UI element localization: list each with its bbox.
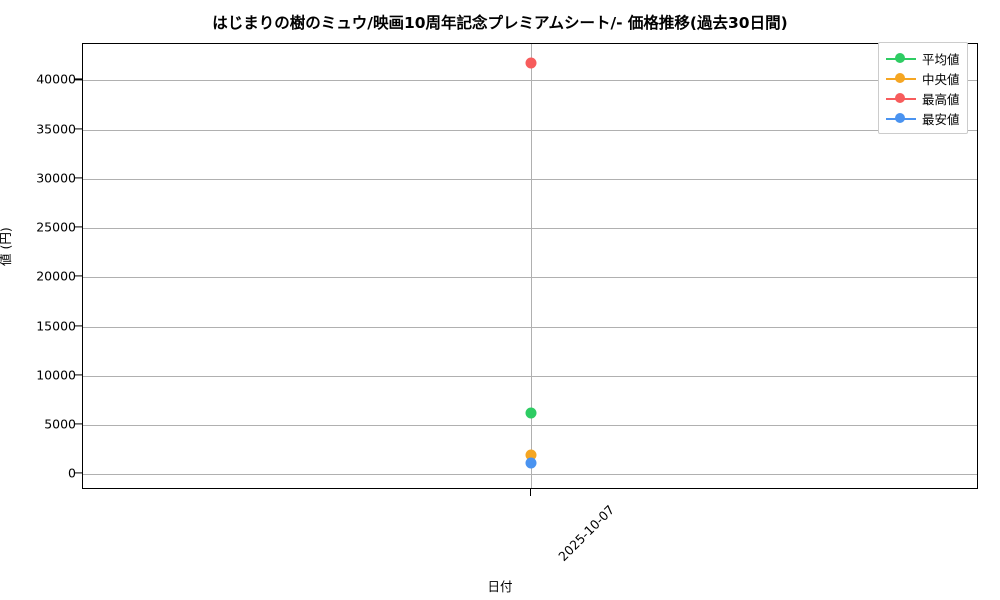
y-axis-tick-mark (75, 128, 82, 130)
y-axis-tick-mark (75, 423, 82, 425)
y-axis-tick-mark (75, 374, 82, 376)
x-axis-label: 日付 (487, 579, 513, 594)
y-axis-tick-mark (75, 472, 82, 474)
y-axis-tick-label: 40000 (36, 71, 76, 87)
y-axis-tick-label: 10000 (36, 367, 76, 383)
gridline-horizontal (83, 425, 977, 426)
x-axis-tick-mark (530, 489, 532, 496)
gridline-vertical (531, 44, 532, 488)
legend-item-1[interactable]: 平均値 (886, 48, 960, 68)
gridline-horizontal (83, 474, 977, 476)
legend-marker-icon (886, 93, 916, 104)
legend-item-2[interactable]: 中央値 (886, 68, 960, 88)
data-point (525, 407, 537, 419)
gridline-horizontal (83, 80, 977, 82)
chart-title: はじまりの樹のミュウ/映画10周年記念プレミアムシート/- 価格推移(過去30日… (212, 14, 788, 32)
legend-marker-icon (886, 53, 916, 64)
y-axis-tick-mark (75, 78, 82, 80)
gridline-horizontal (83, 326, 977, 328)
data-point (525, 449, 537, 461)
legend-item-label: 最安値 (922, 111, 960, 127)
y-axis-tick-mark (75, 226, 82, 228)
gridline-horizontal (83, 178, 977, 180)
data-point (525, 457, 537, 469)
gridline-horizontal (83, 129, 977, 131)
gridline-horizontal (83, 375, 977, 377)
y-axis-tick-mark (75, 325, 82, 327)
legend-item-label: 最高値 (922, 91, 960, 107)
y-axis-tick-label: 20000 (36, 268, 76, 284)
y-axis-label: 値 (円) (0, 227, 13, 266)
data-point (525, 57, 537, 69)
y-axis-tick-label: 30000 (36, 170, 76, 186)
legend-item-label: 平均値 (922, 51, 960, 67)
y-axis-tick-label: 35000 (36, 121, 76, 137)
y-axis-tick-mark (75, 177, 82, 179)
gridline-horizontal (83, 277, 977, 279)
legend-item-3[interactable]: 最高値 (886, 88, 960, 108)
chart-legend[interactable]: 平均値中央値最高値最安値 (878, 42, 968, 134)
legend-marker-icon (886, 113, 916, 124)
legend-item-4[interactable]: 最安値 (886, 108, 960, 128)
gridline-horizontal (83, 228, 977, 230)
legend-item-label: 中央値 (922, 71, 960, 87)
y-axis-tick-label: 5000 (44, 416, 76, 432)
plot-area (82, 43, 978, 489)
legend-marker-icon (886, 73, 916, 84)
y-axis-tick-label: 0 (68, 465, 76, 481)
y-axis-tick-mark (75, 275, 82, 277)
y-axis-tick-label: 15000 (36, 318, 76, 334)
x-axis-tick-label: 2025-10-07 (555, 502, 618, 564)
y-axis-tick-label: 25000 (36, 219, 76, 235)
